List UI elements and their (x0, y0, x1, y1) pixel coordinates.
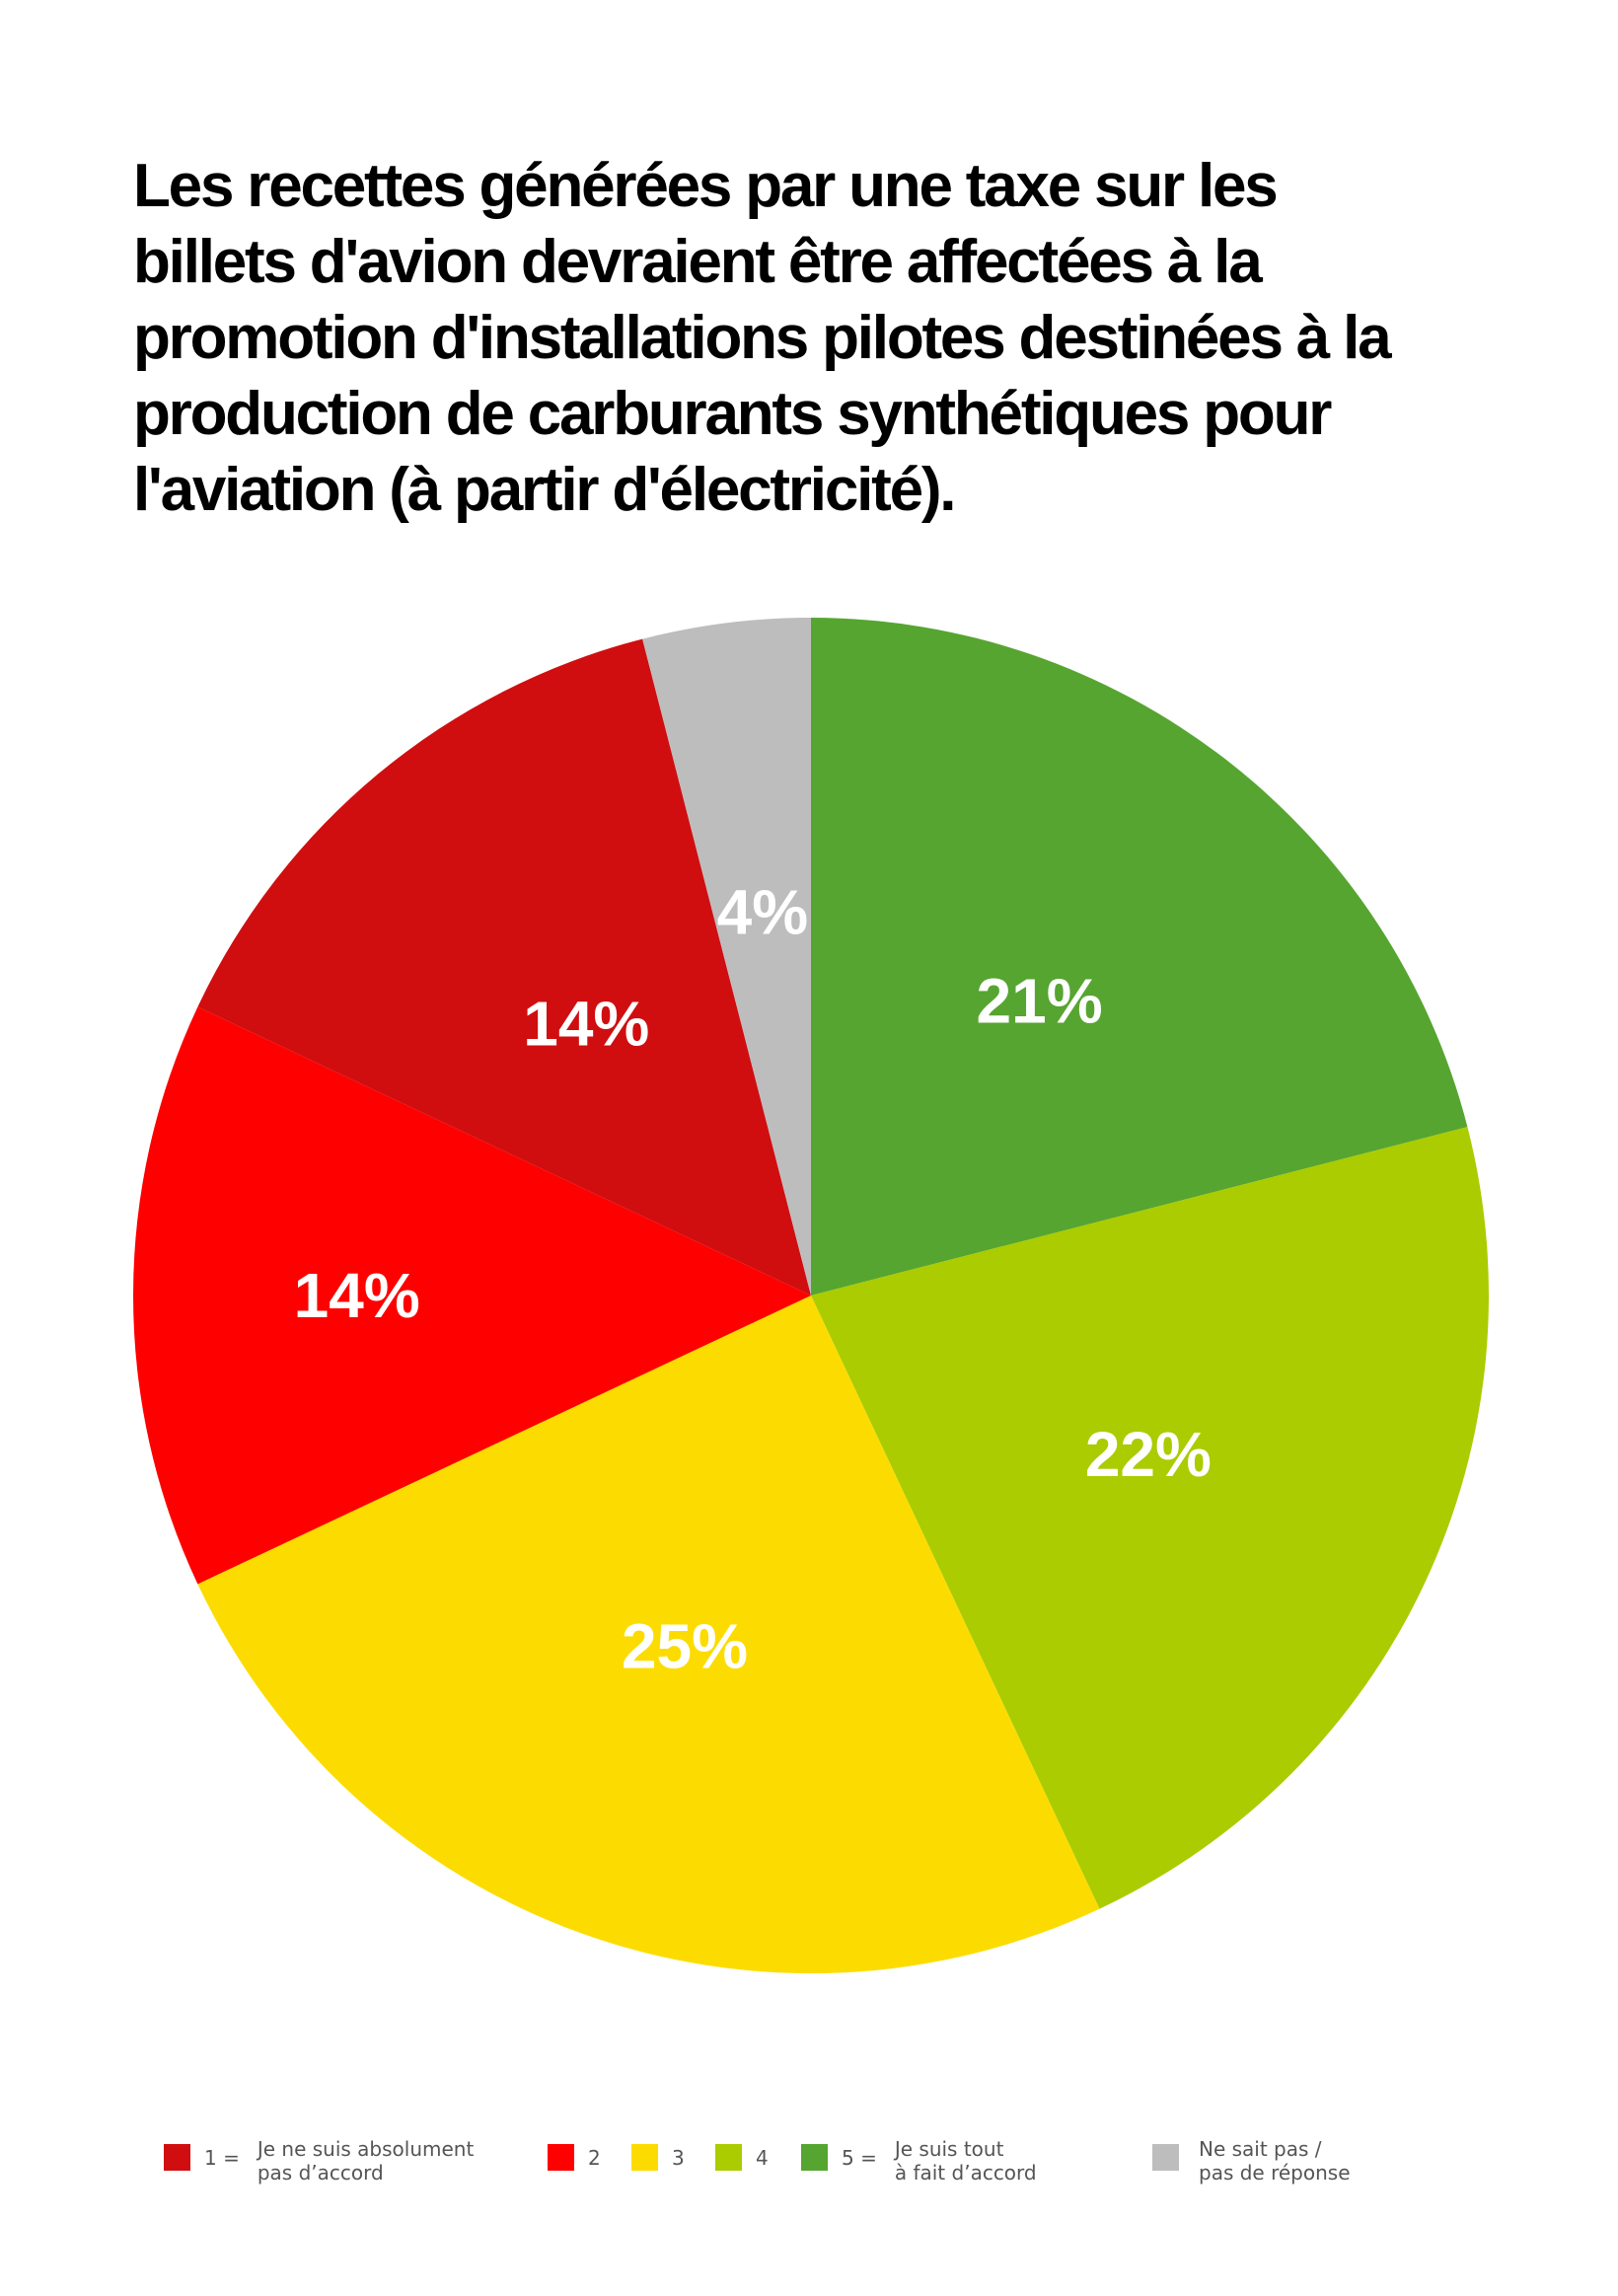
legend-item-4: 4 (715, 2141, 769, 2171)
legend-number: 2 (588, 2146, 601, 2170)
pie-slice-1 (197, 638, 812, 1296)
pie-slice-4 (811, 1127, 1489, 1909)
legend-item-1: 1 = Je ne suis absolument pas d’accord (164, 2137, 474, 2185)
legend-swatch (801, 2144, 828, 2171)
title-line: Les recettes générées par une taxe sur l… (133, 152, 1279, 220)
pie-slice-5 (811, 618, 1468, 1296)
data-label-5: 21% (977, 965, 1103, 1036)
legend: 1 = Je ne suis absolument pas d’accord 2… (0, 2137, 1618, 2230)
legend-number: 3 (672, 2146, 685, 2170)
legend-swatch (715, 2144, 742, 2171)
legend-number: 4 (756, 2146, 769, 2170)
title-line: billets d'avion devraient être affectées… (133, 228, 1263, 296)
legend-label: Je suis tout à fait d’accord (894, 2137, 1037, 2185)
legend-number: 1 = (204, 2146, 240, 2170)
title-line: production de carburants synthétiques po… (133, 380, 1332, 448)
data-label-1: 14% (523, 989, 649, 1060)
legend-item-na: Ne sait pas / pas de réponse (1152, 2137, 1351, 2185)
legend-item-3: 3 (631, 2141, 685, 2171)
legend-swatch (164, 2144, 190, 2171)
data-label-4: 22% (1085, 1419, 1212, 1490)
pie-slice-2 (133, 1006, 811, 1585)
data-label-2: 14% (294, 1260, 420, 1331)
pie-slices (133, 618, 1489, 1973)
data-label-na: 4% (717, 876, 809, 947)
legend-item-2: 2 (548, 2141, 601, 2171)
pie-slice-3 (197, 1296, 1100, 1973)
pie-labels: 21% 22% 25% 14% 14% 4% (294, 876, 1212, 1681)
legend-swatch (631, 2144, 658, 2171)
title-line: promotion d'installations pilotes destin… (133, 304, 1392, 372)
chart-title: Les recettes générées par une taxe sur l… (133, 148, 1514, 528)
legend-label: Je ne suis absolument pas d’accord (257, 2137, 475, 2185)
legend-swatch (548, 2144, 574, 2171)
legend-number: 5 = (842, 2146, 877, 2170)
legend-item-5: 5 = Je suis tout à fait d’accord (801, 2137, 1037, 2185)
pie-slice-na (642, 618, 811, 1296)
legend-swatch (1152, 2144, 1179, 2171)
title-line: l'aviation (à partir d'électricité). (133, 456, 957, 524)
legend-label: Ne sait pas / pas de réponse (1199, 2137, 1351, 2185)
data-label-3: 25% (622, 1611, 748, 1682)
